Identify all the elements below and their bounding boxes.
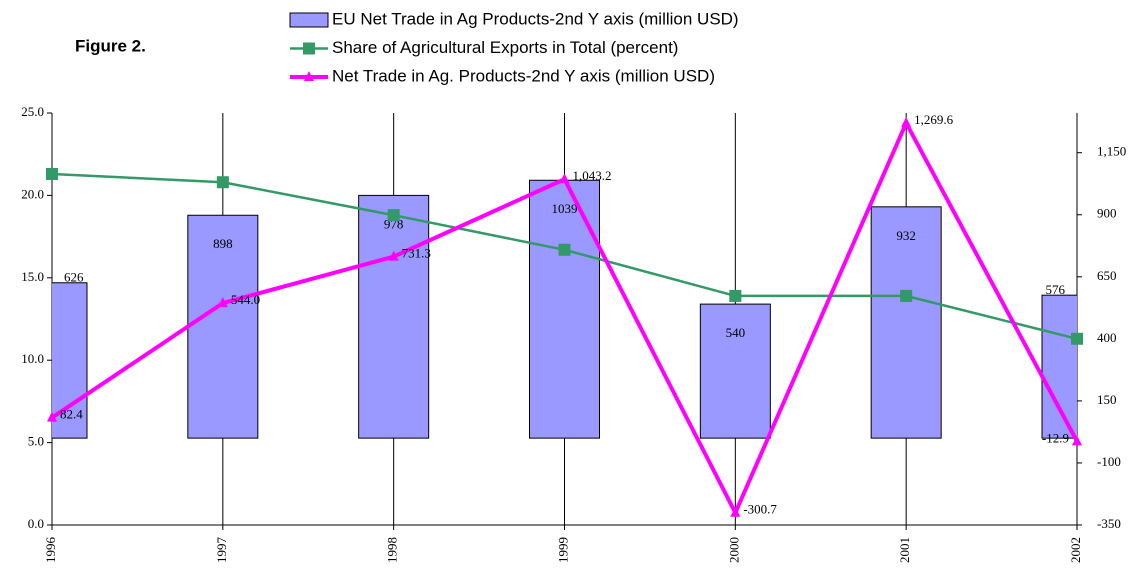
y-tick-label: 20.0 [21,186,44,201]
data-label: 1,043.2 [573,168,612,183]
x-tick-label: 2001 [897,537,912,563]
y-tick-label: 0.0 [28,516,44,531]
y2-tick-label: 150 [1097,392,1117,407]
bar-label: 576 [1046,282,1066,297]
x-tick-label: 1997 [214,537,229,564]
x-tick-label: 1996 [43,537,58,564]
marker [559,173,570,184]
x-tick-label: 2000 [726,537,741,563]
y2-tick-label: -100 [1097,454,1121,469]
marker [558,243,571,256]
y-tick-label: 5.0 [28,434,44,449]
bar [870,206,942,439]
x-tick-label: 2002 [1068,537,1083,563]
y2-tick-label: 650 [1097,268,1117,283]
legend-label: Share of Agricultural Exports in Total (… [332,38,678,57]
chart-title: Figure 2. [75,36,146,55]
bar-label: 932 [896,228,916,243]
marker [900,289,913,302]
marker [216,176,229,189]
bar [529,179,600,439]
data-label: 1,269.6 [914,112,954,127]
y2-tick-label: 900 [1097,206,1117,221]
marker [46,167,58,180]
data-label: -300.7 [743,502,777,517]
marker [47,411,57,422]
legend-label: EU Net Trade in Ag Products-2nd Y axis (… [332,9,739,28]
marker [217,297,228,308]
x-tick-label: 1998 [385,537,400,563]
y2-tick-label: 1,150 [1097,144,1126,159]
data-label: -12.9 [1042,430,1069,445]
marker [1072,435,1082,446]
bar-label: 626 [64,270,84,285]
bar-label: 540 [726,325,746,340]
marker [1071,332,1083,345]
marker [388,250,399,261]
marker [387,209,400,222]
plot-area [52,179,1077,439]
y-tick-label: 10.0 [21,351,44,366]
y2-tick-label: -350 [1097,516,1121,531]
bar-label: 898 [213,236,233,251]
marker [901,117,912,128]
y-tick-label: 15.0 [21,269,44,284]
legend-swatch [289,12,329,28]
legend-marker [304,71,314,81]
data-label: 82.4 [60,407,83,422]
y-tick-label: 25.0 [21,104,44,119]
x-tick-label: 1999 [555,537,570,563]
legend-marker [303,42,315,55]
y2-tick-label: 400 [1097,330,1117,345]
data-label: 731.3 [402,246,431,261]
bar [699,303,771,439]
bar [1041,294,1077,439]
legend-label: Net Trade in Ag. Products-2nd Y axis (mi… [332,66,715,85]
bar-label: 1039 [552,201,578,216]
data-label: 544.0 [231,292,260,307]
bar [358,194,430,439]
marker [730,506,741,517]
marker [729,289,742,302]
